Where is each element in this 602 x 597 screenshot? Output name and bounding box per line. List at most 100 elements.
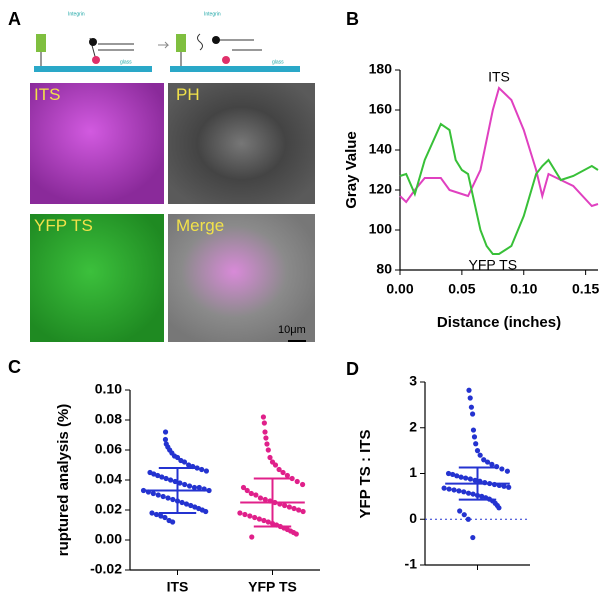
x-tick-label: 0.15 [572,281,599,297]
y-tick-label: 0.02 [95,501,122,517]
data-point [194,465,200,471]
data-point [299,481,306,488]
data-point [456,488,462,494]
schematic-label: glass [272,59,284,65]
data-point [248,490,254,497]
y-tick-label: 120 [369,181,393,197]
y-tick-label: 0 [409,510,417,526]
axis [399,70,598,271]
y-tick-label: 140 [369,141,393,157]
y-tick-label: 1 [409,464,417,480]
data-point [181,459,188,465]
data-point [501,483,507,489]
data-point [240,484,247,491]
panel-label: A [8,9,21,29]
data-point [469,411,476,417]
y-tick-label: 180 [369,61,393,77]
data-point [242,511,248,518]
micrograph-label: Merge [176,216,224,235]
line-series [399,86,599,208]
data-point [286,504,292,510]
data-point [262,496,268,503]
data-point [262,429,268,435]
data-point [284,472,290,479]
data-point [183,501,190,507]
data-point [289,475,295,482]
data-point [151,471,157,477]
data-point [296,507,302,513]
x-tick-label: YFP TS [248,579,297,595]
micrograph [30,214,164,342]
data-point [163,475,169,482]
data-point [203,508,209,515]
data-point [186,462,192,468]
data-point [249,534,255,540]
error-bar [253,477,292,528]
micrograph-label: PH [176,85,200,104]
data-point [257,495,264,501]
error-bar [158,467,197,514]
data-point [167,477,174,483]
data-point [199,466,205,473]
data-point [467,395,473,401]
data-point [162,429,169,435]
data-point [470,534,476,541]
micrograph [168,214,315,342]
data-point [470,427,477,433]
panel-label: B [346,9,359,29]
data-point [162,514,168,521]
data-point [481,457,487,463]
data-point [260,414,267,420]
x-axis-label: Distance (inches) [437,314,561,331]
y-tick-label: 100 [369,221,393,237]
data-point [160,493,166,500]
y-tick-label: 0.08 [95,411,122,427]
data-point [504,468,510,474]
y-axis-label: YFP TS : ITS [357,430,374,519]
data-point [172,478,178,485]
data-point [291,505,297,512]
y-tick-label: -1 [405,556,418,572]
data-point [170,496,176,503]
y-tick-label: 0.04 [95,471,122,487]
data-point [247,513,253,519]
data-point [244,487,250,494]
data-point [177,480,183,486]
data-point [196,484,202,491]
data-point [182,481,188,488]
data-point [261,420,267,426]
data-point [237,510,243,516]
y-tick-label: 160 [369,101,393,117]
schematic-label: Integrin [68,11,85,17]
data-point [253,492,259,498]
data-point [159,474,165,480]
micrograph-label: ITS [34,85,60,104]
data-point [479,493,485,499]
x-tick-label: 0.10 [510,281,537,297]
panel-label: C [8,357,21,377]
data-point [458,474,464,480]
data-point [477,452,483,458]
data-point [465,490,472,496]
data-point [165,495,171,501]
data-point [470,491,476,497]
y-tick-label: 0.00 [95,531,122,547]
data-point [471,434,478,440]
y-tick-label: 3 [409,373,417,389]
data-point [170,519,176,525]
data-point [473,441,479,447]
data-point [294,478,300,485]
annotation: YFP TS [469,257,518,273]
data-point [276,466,282,473]
data-point [468,404,475,410]
data-point [451,487,457,493]
data-point [264,441,270,447]
y-axis-label: Gray Value [343,131,360,209]
schematic-label: Integrin [204,11,221,17]
error-bar [458,466,497,501]
y-tick-label: 0.06 [95,441,122,457]
data-point [174,454,181,461]
micrograph [30,83,164,204]
data-point [140,487,147,494]
